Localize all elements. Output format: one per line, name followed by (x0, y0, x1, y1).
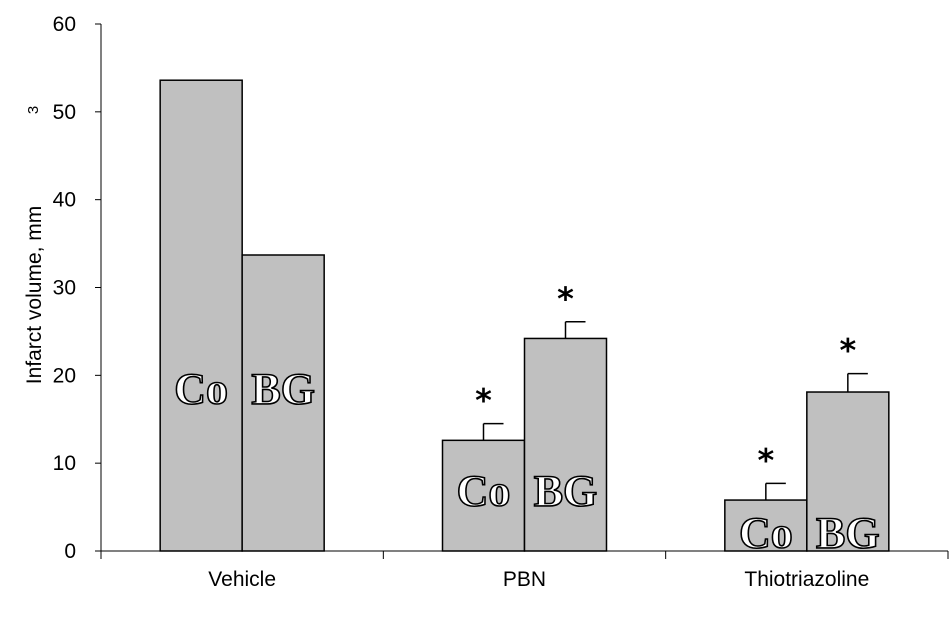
bar-series-label: Co (739, 508, 793, 557)
bar-series-label: Co (457, 467, 511, 516)
bar-bg (241, 254, 325, 552)
significance-marker: * (475, 382, 492, 420)
y-axis-label-group: Infarct volume, mm 3 (23, 106, 46, 384)
bar-series-label: BG (251, 364, 315, 413)
x-tick-label: Vehicle (208, 568, 276, 591)
y-tick-label: 30 (53, 277, 76, 300)
significance-marker: * (757, 441, 774, 479)
bar-co (159, 79, 243, 552)
y-axis-label-superscript: 3 (25, 106, 42, 114)
bar-series-label: BG (816, 508, 880, 557)
y-tick-label: 10 (53, 452, 76, 475)
y-tick-label: 0 (64, 540, 76, 563)
bars: Co BG * Co * BG * Co * BG (159, 79, 890, 558)
bar-bg (806, 391, 890, 552)
bar-bg (523, 337, 608, 552)
y-tick-label: 50 (53, 101, 76, 124)
y-tick-label: 60 (53, 13, 76, 36)
x-tick-label: Thiotriazoline (744, 568, 869, 591)
y-axis-label: Infarct volume, mm (23, 206, 46, 385)
bar-series-label: BG (534, 467, 598, 516)
x-tick-label: PBN (503, 568, 546, 591)
significance-marker: * (557, 280, 574, 318)
y-tick-label: 40 (53, 189, 76, 212)
significance-marker: * (839, 332, 856, 370)
bar-series-label: Co (174, 364, 228, 413)
axes: 0 10 20 30 40 50 60 Vehicle PBN Thiotriazoline (53, 13, 949, 591)
y-tick-label: 20 (53, 364, 76, 387)
